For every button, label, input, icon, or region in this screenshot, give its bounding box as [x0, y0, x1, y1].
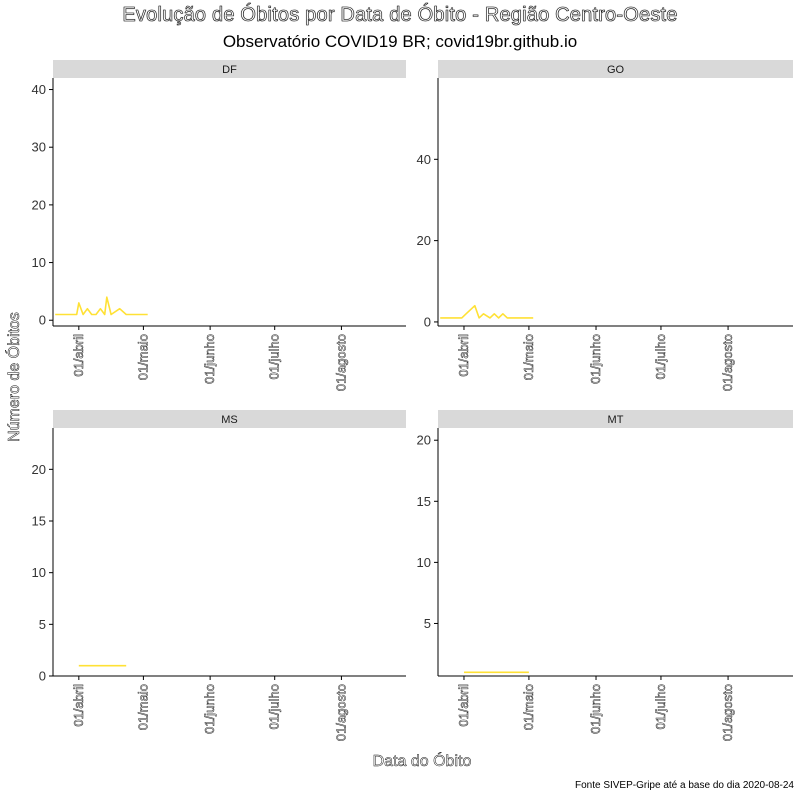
y-tick-label-mt: 20	[417, 433, 431, 448]
x-tick-label-df: 01/abril	[71, 334, 86, 377]
facet-label-ms: MS	[221, 414, 238, 426]
y-tick-label-df: 0	[39, 313, 46, 328]
y-tick-label-ms: 20	[32, 462, 46, 477]
facet-label-df: DF	[222, 64, 237, 76]
x-tick-label-ms: 01/maio	[135, 684, 150, 730]
panel-df: DF 0 10 20 30 40 01/abril 01/maio 01/junho 01/jul…	[32, 60, 406, 391]
y-tick-label-mt: 15	[417, 494, 431, 509]
y-tick-label-df: 30	[32, 140, 46, 155]
chart-subtitle: Observatório COVID19 BR; covid19br.githu…	[222, 32, 578, 51]
x-tick-label-mt: 01/junho	[588, 684, 603, 734]
facet-strip-go	[438, 60, 793, 78]
series-line-df	[55, 296, 148, 316]
y-tick-label-ms: 5	[39, 617, 46, 632]
y-tick-label-ms: 10	[32, 565, 46, 580]
facet-label-go: GO	[607, 64, 625, 76]
facet-strip-ms	[53, 410, 406, 428]
x-axis-title: Data do Óbito	[372, 753, 472, 771]
y-tick-label-go: 0	[424, 314, 431, 329]
x-tick-label-ms: 01/julho	[267, 684, 282, 730]
x-tick-label-mt: 01/julho	[653, 684, 668, 730]
y-tick-label-go: 20	[417, 233, 431, 248]
y-tick-label-go: 40	[417, 152, 431, 167]
x-tick-label-df: 01/julho	[267, 334, 282, 380]
x-tick-label-mt: 01/abril	[456, 684, 471, 727]
x-tick-label-ms: 01/junho	[202, 684, 217, 734]
y-tick-label-df: 40	[32, 82, 46, 97]
x-tick-label-df: 01/junho	[202, 334, 217, 384]
panel-ms: MS 0 5 10 15 20 01/abril 01/maio 01/junho 01/julh…	[32, 410, 406, 741]
x-tick-label-ms: 01/abril	[71, 684, 86, 727]
x-tick-label-df: 01/agosto	[333, 334, 348, 391]
x-tick-label-df: 01/maio	[135, 334, 150, 380]
y-tick-label-df: 20	[32, 197, 46, 212]
source-caption: Fonte SIVEP-Gripe até a base do dia 2020…	[574, 780, 794, 791]
x-tick-label-go: 01/junho	[588, 334, 603, 384]
series-line-go	[440, 304, 534, 319]
x-tick-label-go: 01/abril	[456, 334, 471, 377]
y-tick-label-mt: 10	[417, 555, 431, 570]
x-tick-label-mt: 01/maio	[521, 684, 536, 730]
panel-go: GO 0 20 40 01/abril 01/maio 01/junho 01/julho 01…	[417, 60, 793, 391]
facet-strip-mt	[438, 410, 793, 428]
y-tick-label-mt: 5	[424, 616, 431, 631]
facet-label-mt: MT	[608, 414, 624, 426]
y-tick-label-df: 10	[32, 255, 46, 270]
chart-title: Evolução de Óbitos por Data de Óbito - R…	[122, 4, 678, 27]
x-tick-label-mt: 01/agosto	[720, 684, 735, 741]
facet-strip-df	[53, 60, 406, 78]
x-tick-label-go: 01/maio	[521, 334, 536, 380]
y-tick-label-ms: 15	[32, 514, 46, 529]
x-tick-label-ms: 01/agosto	[333, 684, 348, 741]
x-tick-label-go: 01/julho	[653, 334, 668, 380]
y-tick-label-ms: 0	[39, 669, 46, 684]
x-tick-label-go: 01/agosto	[720, 334, 735, 391]
panel-mt: MT 5 10 15 20 01/abril 01/maio 01/junho 01/julho…	[417, 410, 793, 741]
